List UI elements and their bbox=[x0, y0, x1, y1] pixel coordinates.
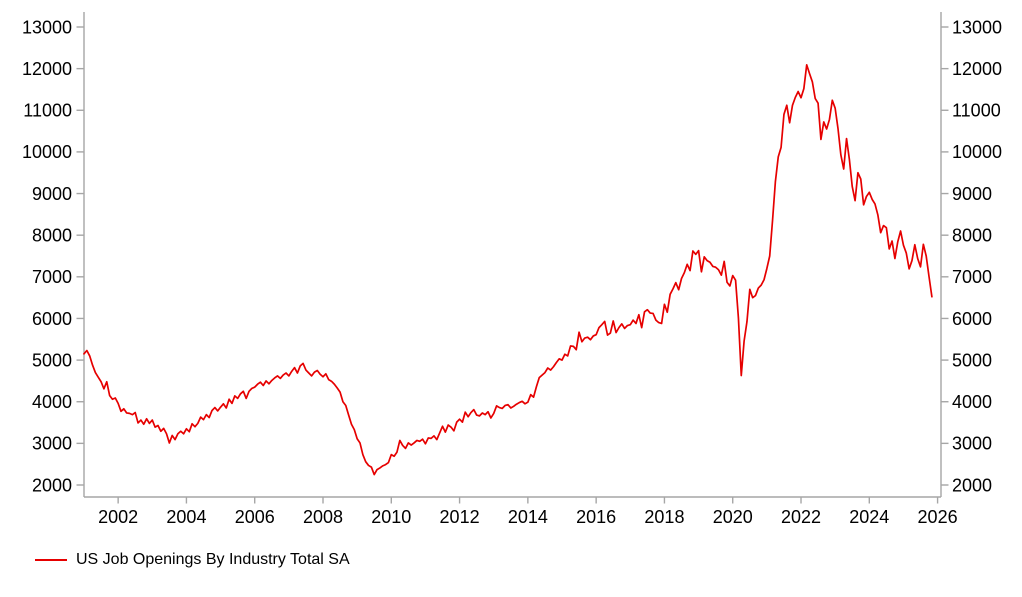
y-axis-tick-label-right: 8000 bbox=[952, 225, 992, 245]
y-axis-tick-label-left: 8000 bbox=[32, 225, 72, 245]
y-axis-tick-label-right: 9000 bbox=[952, 184, 992, 204]
x-axis-tick-label: 2022 bbox=[781, 507, 821, 527]
y-axis-tick-label-left: 11000 bbox=[23, 101, 72, 121]
y-axis-tick-label-left: 12000 bbox=[22, 59, 72, 79]
x-axis-tick-label: 2026 bbox=[918, 507, 958, 527]
y-axis-tick-label-right: 10000 bbox=[952, 142, 1002, 162]
x-axis-tick-label: 2004 bbox=[166, 507, 206, 527]
y-axis-tick-label-right: 7000 bbox=[952, 267, 992, 287]
x-axis-tick-label: 2006 bbox=[235, 507, 275, 527]
y-axis-tick-label-left: 9000 bbox=[32, 184, 72, 204]
x-axis-tick-label: 2020 bbox=[713, 507, 753, 527]
y-axis-tick-label-left: 7000 bbox=[32, 267, 72, 287]
y-axis-tick-label-left: 3000 bbox=[32, 434, 72, 454]
legend-label: US Job Openings By Industry Total SA bbox=[76, 551, 350, 568]
x-axis-tick-label: 2002 bbox=[98, 507, 138, 527]
y-axis-tick-label-left: 2000 bbox=[32, 475, 72, 495]
x-axis-tick-label: 2012 bbox=[440, 507, 480, 527]
x-axis-tick-label: 2024 bbox=[849, 507, 889, 527]
x-axis-tick-label: 2008 bbox=[303, 507, 343, 527]
y-axis-tick-label-left: 4000 bbox=[32, 392, 72, 412]
y-axis-tick-label-left: 10000 bbox=[22, 142, 72, 162]
x-axis-tick-label: 2018 bbox=[644, 507, 684, 527]
y-axis-tick-label-right: 5000 bbox=[952, 350, 992, 370]
chart-canvas: 2000 2000 3000 3000 4000 4000 5000 5000 6000 6000… bbox=[22, 12, 1002, 568]
y-axis-tick-label-right: 12000 bbox=[952, 59, 1002, 79]
y-axis-tick-label-left: 5000 bbox=[32, 350, 72, 370]
y-axis-tick-label-right: 11000 bbox=[952, 101, 1001, 121]
y-axis-tick-label-left: 6000 bbox=[32, 309, 72, 329]
x-axis-tick-label: 2014 bbox=[508, 507, 548, 527]
y-axis-tick-label-right: 6000 bbox=[952, 309, 992, 329]
x-axis-tick-label: 2016 bbox=[576, 507, 616, 527]
y-axis-tick-label-right: 3000 bbox=[952, 434, 992, 454]
y-axis-tick-label-right: 4000 bbox=[952, 392, 992, 412]
x-axis-tick-label: 2010 bbox=[371, 507, 411, 527]
chart-legend: US Job Openings By Industry Total SA bbox=[35, 551, 350, 569]
line-chart-plot: 2000 2000 3000 3000 4000 4000 5000 5000 6000 6000… bbox=[22, 12, 1002, 527]
y-axis-tick-label-right: 13000 bbox=[952, 17, 1002, 37]
series-line bbox=[83, 64, 933, 476]
y-axis-tick-label-left: 13000 bbox=[22, 17, 72, 37]
y-axis-tick-label-right: 2000 bbox=[952, 475, 992, 495]
legend-line-marker bbox=[35, 559, 67, 561]
